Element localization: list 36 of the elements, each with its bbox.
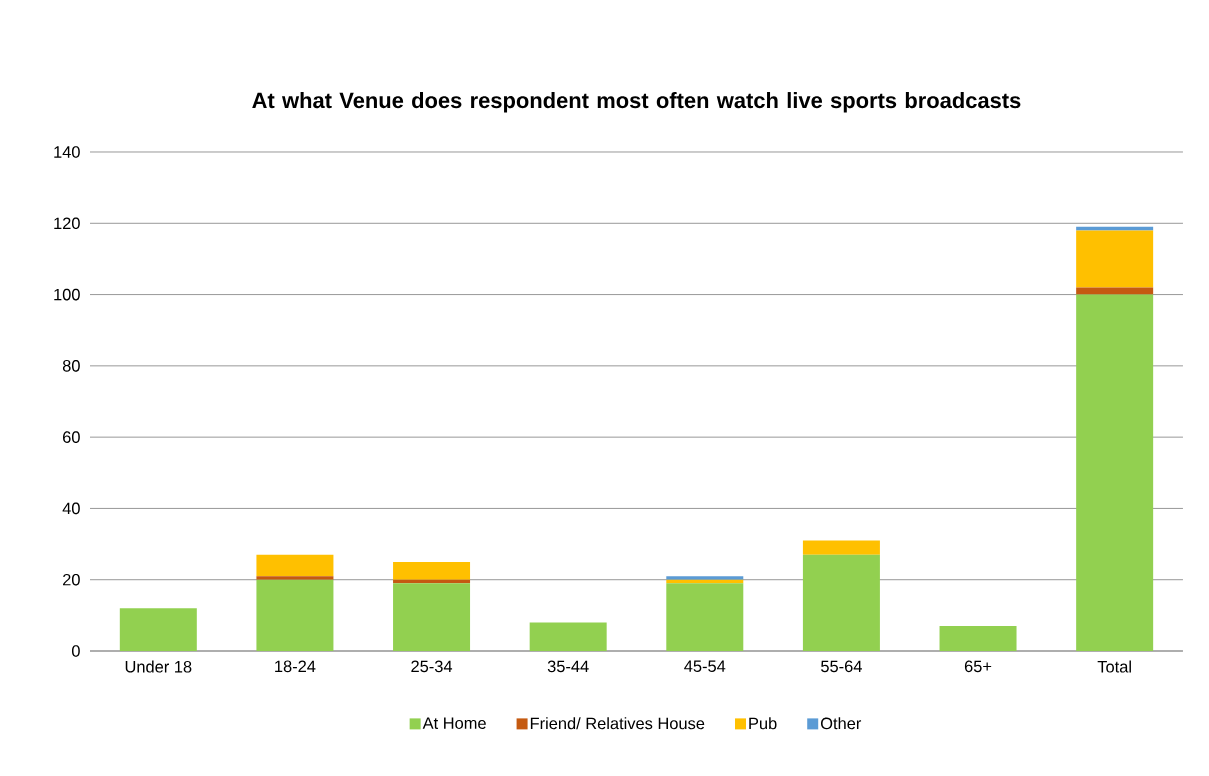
- bar: [256, 579, 334, 651]
- legend-label: Other: [820, 717, 862, 730]
- bar: [119, 608, 197, 651]
- x-tick-label: 18-24: [275, 660, 316, 673]
- bar: [1076, 230, 1154, 288]
- x-tick-label: 25-34: [411, 660, 453, 673]
- bar: [802, 554, 880, 651]
- bar: [256, 554, 334, 577]
- x-tick-label: Total: [1097, 660, 1131, 673]
- y-tick-label: 140: [54, 146, 80, 158]
- x-tick-label: 45-54: [684, 660, 726, 672]
- x-tick-label: Under 18: [125, 660, 192, 673]
- x-tick-label: 65+: [964, 660, 992, 673]
- legend-label: Friend/ Relatives House: [530, 717, 705, 730]
- x-tick-label: 35-44: [547, 660, 589, 673]
- y-tick-label: 100: [54, 288, 80, 301]
- y-tick-label: 0: [71, 645, 80, 657]
- bar: [802, 540, 880, 555]
- bar: [1076, 287, 1154, 295]
- y-tick-label: 20: [63, 573, 80, 586]
- bar: [256, 576, 334, 580]
- bar: [1076, 294, 1154, 651]
- legend-label: At Home: [422, 717, 486, 729]
- bar: [529, 622, 607, 651]
- bar: [393, 583, 471, 651]
- y-tick-label: 60: [63, 431, 80, 443]
- bar: [393, 561, 471, 580]
- bar: [666, 576, 744, 580]
- y-tick-label: 40: [62, 502, 80, 515]
- chart-title: At what Venue does respondent most often watch live sports broadcasts: [252, 92, 1021, 113]
- x-tick-label: 55-64: [821, 660, 862, 673]
- bar: [939, 626, 1017, 651]
- y-tick-label: 120: [54, 217, 80, 230]
- bar: [666, 583, 744, 651]
- legend-label: Pub: [749, 717, 777, 730]
- y-tick-label: 80: [62, 360, 80, 372]
